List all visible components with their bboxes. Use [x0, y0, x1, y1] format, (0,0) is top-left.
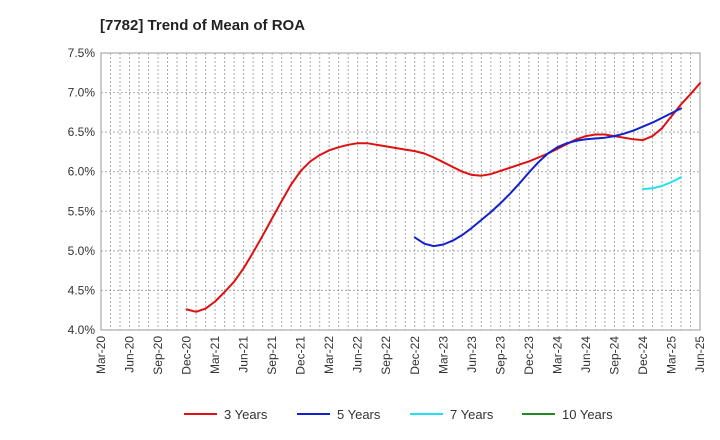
legend-label: 3 Years: [224, 407, 268, 422]
y-tick-label: 4.0%: [68, 323, 96, 337]
plot-area: [100, 52, 701, 331]
x-tick-label: Jun-24: [579, 336, 593, 373]
series-line-7-years: [642, 176, 682, 191]
x-tick-label: Dec-24: [636, 336, 650, 375]
x-tick-label: Sep-21: [265, 336, 279, 375]
y-tick-label: 5.0%: [68, 244, 96, 258]
x-tick-label: Sep-24: [607, 336, 621, 375]
chart-title: [7782] Trend of Mean of ROA: [100, 17, 305, 34]
x-tick-label: Mar-23: [436, 336, 450, 374]
legend-label: 10 Years: [562, 407, 613, 422]
series-lines: [185, 82, 701, 313]
y-tick-label: 7.0%: [68, 86, 96, 100]
y-axis-ticks: 4.0% 4.5% 5.0% 5.5% 6.0% 6.5% 7.0% 7.5%: [68, 46, 96, 337]
series-line-5-years: [413, 107, 682, 248]
x-tick-label: Sep-22: [379, 336, 393, 375]
x-tick-label: Dec-20: [180, 336, 194, 375]
x-tick-label: Jun-25: [693, 336, 707, 373]
plot-border: [100, 52, 701, 331]
x-tick-label: Dec-21: [294, 336, 308, 375]
x-tick-label: Mar-25: [664, 336, 678, 374]
y-tick-label: 6.0%: [68, 165, 96, 179]
y-tick-label: 7.5%: [68, 46, 96, 60]
x-tick-label: Dec-23: [522, 336, 536, 375]
legend-label: 5 Years: [337, 407, 381, 422]
x-tick-label: Jun-20: [123, 336, 137, 373]
x-axis-ticks: Mar-20 Jun-20 Sep-20 Dec-20 Mar-21 Jun-21 Sep-…: [94, 336, 707, 375]
x-tick-label: Mar-21: [208, 336, 222, 374]
legend: 3 Years 5 Years 7 Years 10 Years: [184, 407, 613, 422]
x-tick-label: Mar-22: [322, 336, 336, 374]
y-tick-label: 5.5%: [68, 204, 96, 218]
y-tick-label: 4.5%: [68, 283, 96, 297]
x-tick-label: Sep-23: [493, 336, 507, 375]
x-tick-label: Mar-24: [550, 336, 564, 374]
x-tick-label: Mar-20: [94, 336, 108, 374]
x-tick-label: Jun-21: [237, 336, 251, 373]
legend-label: 7 Years: [450, 407, 494, 422]
y-tick-label: 6.5%: [68, 125, 96, 139]
x-tick-label: Jun-23: [465, 336, 479, 373]
x-tick-label: Dec-22: [408, 336, 422, 375]
x-tick-label: Jun-22: [351, 336, 365, 373]
x-tick-label: Sep-20: [151, 336, 165, 375]
